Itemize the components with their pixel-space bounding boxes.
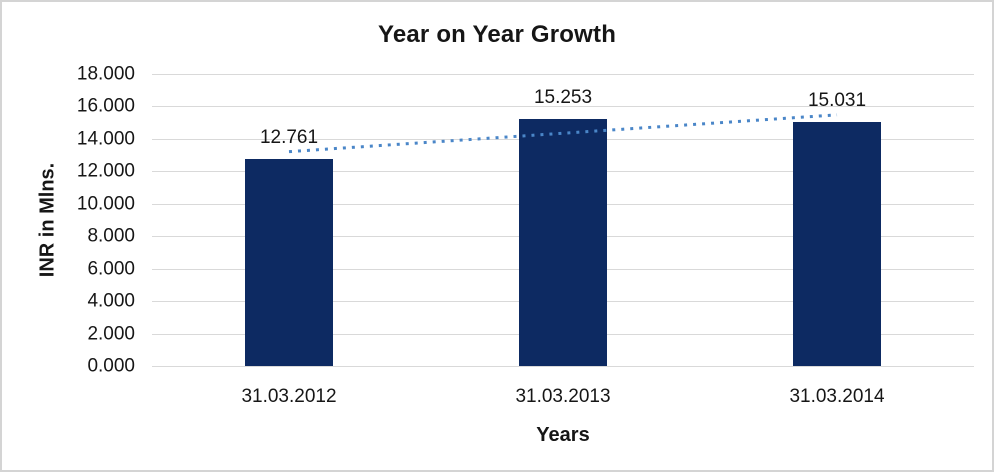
plot-area: 12.761 15.253 15.031 xyxy=(152,74,974,367)
bar xyxy=(519,118,607,366)
chart-title: Year on Year Growth xyxy=(377,21,617,48)
y-tick-label: 2.000 xyxy=(87,323,135,345)
gridline xyxy=(152,74,974,75)
x-category-label: 31.03.2014 xyxy=(789,386,885,407)
y-tick-label: 8.000 xyxy=(87,225,135,247)
bar-data-label: 12.761 xyxy=(259,126,319,148)
y-tick-label: 10.000 xyxy=(76,193,135,215)
bar-data-label: 15.031 xyxy=(807,90,867,112)
y-tick-label: 12.000 xyxy=(76,160,135,182)
gridline xyxy=(152,106,974,108)
bar xyxy=(245,158,333,366)
y-tick-label: 6.000 xyxy=(87,258,135,280)
x-axis-title: Years xyxy=(536,424,590,446)
gridline xyxy=(152,366,974,367)
x-category-label: 31.03.2012 xyxy=(241,386,337,407)
bar-data-label: 15.253 xyxy=(533,86,593,108)
y-tick-label: 0.000 xyxy=(87,355,135,377)
trendline xyxy=(288,113,838,154)
y-tick-label: 14.000 xyxy=(76,128,135,150)
x-category-label: 31.03.2013 xyxy=(515,386,611,407)
y-tick-label: 4.000 xyxy=(87,290,135,312)
y-tick-label: 18.000 xyxy=(76,63,135,85)
bar xyxy=(793,122,881,366)
y-tick-label: 16.000 xyxy=(76,95,135,117)
